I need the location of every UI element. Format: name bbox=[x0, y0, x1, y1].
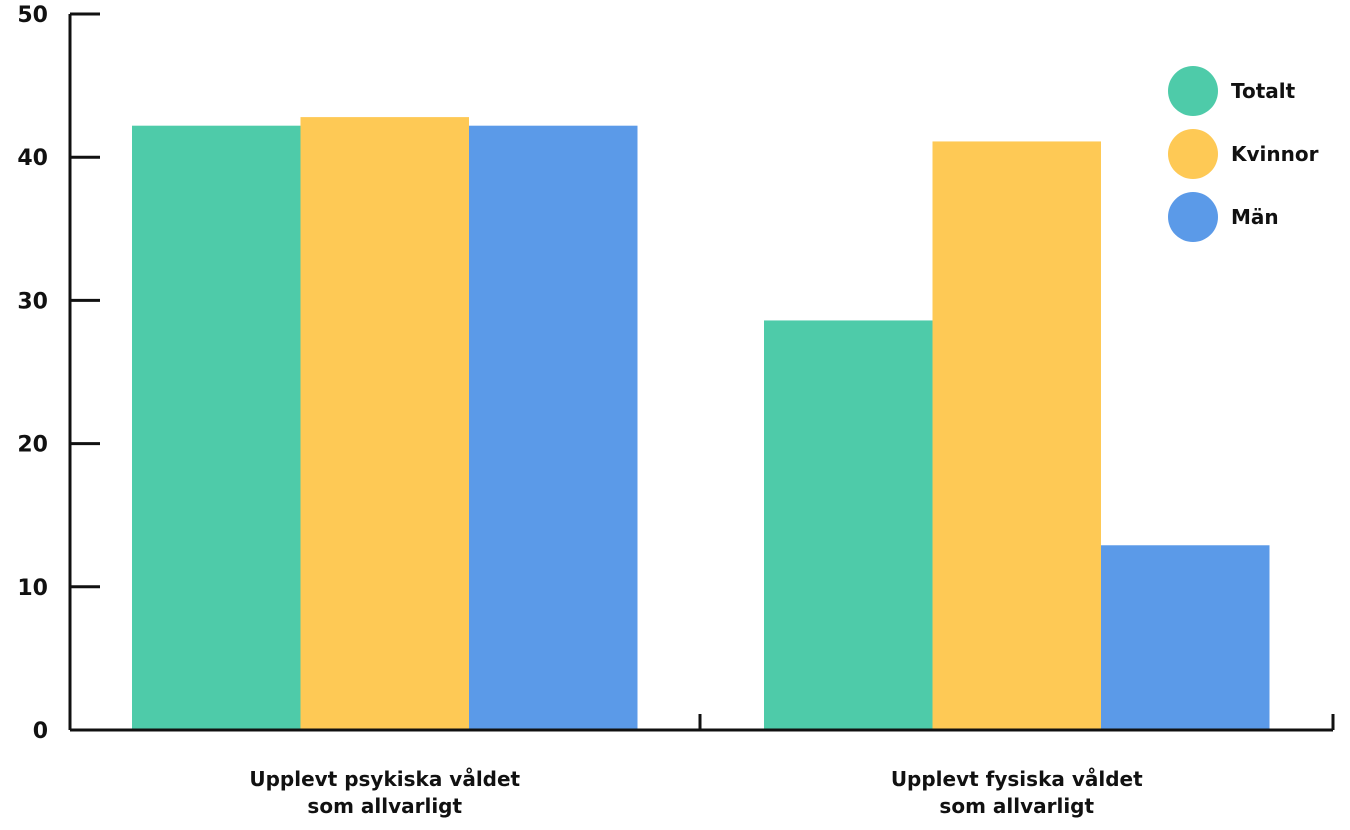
bar-totalt-0 bbox=[132, 125, 301, 731]
bars-layer bbox=[132, 117, 1270, 731]
bar-totalt-1 bbox=[764, 320, 933, 730]
y-tick-label-50: 50 bbox=[17, 3, 48, 28]
legend-swatch-kvinnor bbox=[1168, 129, 1218, 179]
legend: Totalt Kvinnor Män bbox=[1168, 66, 1319, 242]
y-tick-label-20: 20 bbox=[17, 433, 48, 458]
legend-swatch-totalt bbox=[1168, 66, 1218, 116]
bar-kvinnor-1 bbox=[932, 141, 1101, 730]
y-tick-label-10: 10 bbox=[17, 576, 48, 601]
legend-label-totalt: Totalt bbox=[1231, 79, 1296, 103]
labels-layer: 0 10 20 30 40 50 Upplevt psykiska våldet som al… bbox=[17, 3, 1143, 818]
legend-label-m-n: Män bbox=[1231, 205, 1279, 229]
bar-m-n-1 bbox=[1101, 545, 1270, 730]
axes-layer bbox=[68, 12, 1335, 732]
legend-label-kvinnor: Kvinnor bbox=[1231, 142, 1319, 166]
y-tick-label-0: 0 bbox=[33, 719, 48, 744]
x-category-label-1-line-1: som allvarligt bbox=[939, 794, 1094, 818]
x-category-label-0-line-0: Upplevt psykiska våldet bbox=[249, 767, 520, 791]
y-tick-label-30: 30 bbox=[17, 289, 48, 314]
y-tick-label-40: 40 bbox=[17, 146, 48, 171]
x-category-label-0-line-1: som allvarligt bbox=[307, 794, 462, 818]
bar-m-n-0 bbox=[469, 125, 638, 731]
bar-kvinnor-0 bbox=[300, 117, 469, 730]
x-category-label-1-line-0: Upplevt fysiska våldet bbox=[891, 767, 1143, 791]
legend-swatch-m-n bbox=[1168, 192, 1218, 242]
